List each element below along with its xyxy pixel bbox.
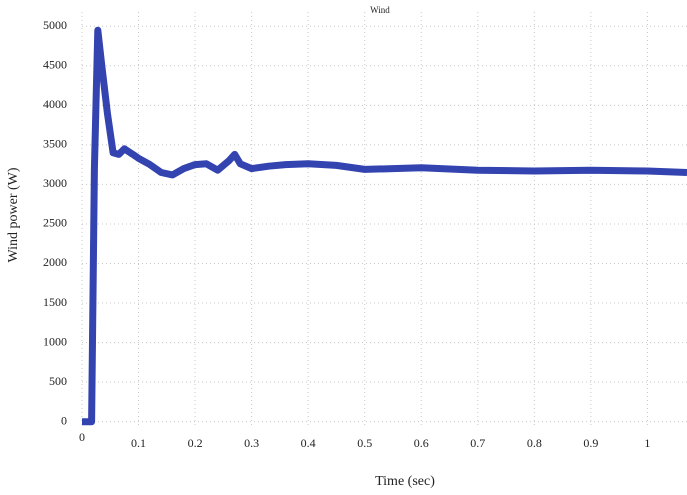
chart-title: Wind <box>370 5 390 15</box>
grid <box>81 12 687 428</box>
y-tick-label: 4000 <box>43 97 67 111</box>
x-tick-label: 0.8 <box>527 436 542 450</box>
y-tick-label: 1500 <box>43 295 67 309</box>
y-tick-label: 3500 <box>43 137 67 151</box>
x-tick-label: 1 <box>644 436 650 450</box>
x-tick-label: 0.3 <box>244 436 259 450</box>
x-tick-label: 0.6 <box>414 436 429 450</box>
x-tick-label: 0.7 <box>470 436 485 450</box>
y-axis-label: Wind power (W) <box>6 167 21 262</box>
y-tick-label: 5000 <box>43 18 67 32</box>
y-tick-label: 2000 <box>43 255 67 269</box>
x-tick-label: 0 <box>79 430 85 444</box>
x-tick-label: 0.5 <box>357 436 372 450</box>
x-tick-label: 0.9 <box>583 436 598 450</box>
y-tick-label: 500 <box>49 374 67 388</box>
x-tick-label: 0.1 <box>131 436 146 450</box>
x-tick-label: 0.4 <box>301 436 316 450</box>
x-axis-label: Time (sec) <box>375 474 435 489</box>
plot <box>82 26 687 426</box>
x-tick-label: 0.2 <box>188 436 203 450</box>
data-line <box>82 26 687 426</box>
y-tick-label: 0 <box>61 413 67 427</box>
y-tick-label: 3000 <box>43 176 67 190</box>
y-tick-label: 2500 <box>43 216 67 230</box>
y-tick-label: 4500 <box>43 58 67 72</box>
y-tick-label: 1000 <box>43 334 67 348</box>
